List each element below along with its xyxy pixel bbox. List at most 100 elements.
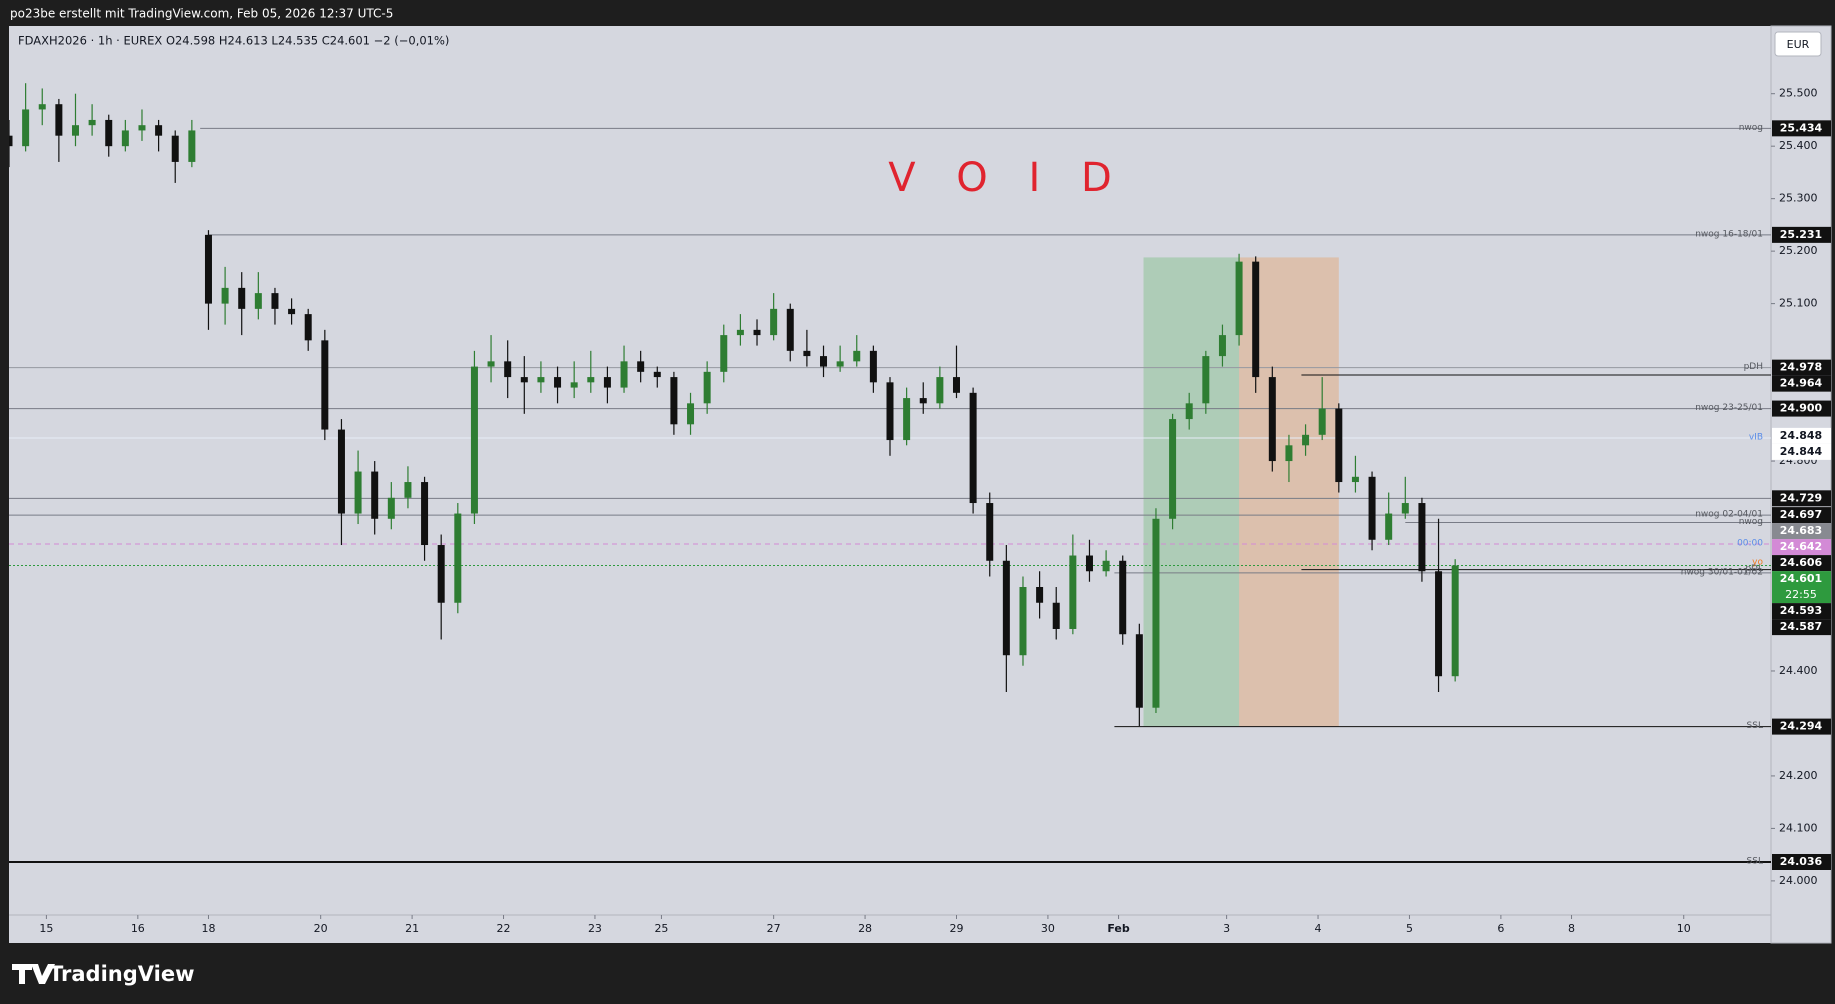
y-tick-label: 25.400 [1779, 139, 1818, 152]
candle-body [853, 350, 861, 362]
candle-body [421, 482, 429, 546]
candle-body [1069, 555, 1077, 629]
price-badge [1772, 507, 1831, 524]
candle-body [337, 429, 345, 514]
candle-body [22, 109, 30, 147]
price-badge-label: 24.683 [1780, 524, 1822, 537]
candle-body [653, 371, 661, 378]
candle-body [603, 377, 611, 388]
price-badge-label: 24.978 [1780, 361, 1822, 374]
candle-body [936, 377, 944, 404]
x-tick-label: 10 [1677, 922, 1691, 935]
candle-body [1152, 518, 1160, 708]
y-tick-label: 24.200 [1779, 769, 1818, 782]
x-tick-label: Feb [1107, 922, 1130, 935]
currency-button[interactable] [1774, 31, 1822, 57]
x-tick-label: 27 [767, 922, 781, 935]
price-badge-label: 24.964 [1780, 377, 1823, 390]
price-badge [1772, 427, 1831, 444]
brand-logo: TradingView [12, 962, 194, 986]
price-badge [1772, 718, 1831, 735]
x-tick-label: 8 [1568, 922, 1575, 935]
candle-body [869, 350, 877, 383]
candle-body [271, 293, 279, 309]
level-text: nwog 23-25/01 [1695, 403, 1763, 413]
price-badge [1772, 619, 1831, 636]
candle-body [1002, 560, 1010, 656]
candle-body [1169, 419, 1177, 519]
candle-body [105, 119, 113, 147]
x-tick-label: 3 [1223, 922, 1230, 935]
price-badge-label: 25.231 [1780, 228, 1822, 241]
level-text: nwog [1739, 123, 1763, 133]
candle-body [1418, 503, 1426, 572]
symbol-legend: FDAXH2026 · 1h · EUREX O24.598 H24.613 L… [18, 34, 449, 48]
price-badge [1772, 375, 1831, 392]
candle-body [371, 471, 379, 519]
candle-body [88, 119, 96, 126]
x-tick-label: 25 [654, 922, 668, 935]
price-badge [1772, 443, 1831, 460]
candle-body [1119, 560, 1127, 635]
price-badge-label: 24.601 [1780, 572, 1822, 585]
y-tick-label: 25.100 [1779, 297, 1818, 310]
candle-body [1335, 408, 1343, 483]
candle-body [587, 377, 595, 383]
x-tick-label: 4 [1315, 922, 1322, 935]
candle-body [404, 482, 412, 498]
level-text: pDH [1744, 362, 1763, 372]
candle-body [803, 350, 811, 357]
level-text: SSL [1747, 856, 1763, 866]
x-tick-label: 6 [1497, 922, 1504, 935]
price-badge [1772, 226, 1831, 243]
level-text: nwog 16-18/01 [1695, 229, 1763, 239]
candle-body [1252, 261, 1260, 378]
annotation: V O I D [888, 155, 1126, 201]
candle-body [687, 403, 695, 425]
candle-body [55, 104, 63, 136]
price-badge [1772, 603, 1831, 620]
candle-body [1102, 560, 1110, 572]
price-badge-label: 24.848 [1780, 429, 1822, 442]
x-tick-label: 18 [201, 922, 215, 935]
y-tick-label: 25.300 [1779, 192, 1818, 205]
candle-body [138, 125, 146, 131]
candle-body [188, 130, 196, 162]
candle-body [736, 329, 744, 336]
candle-body [1285, 445, 1293, 462]
candle-body [155, 125, 163, 136]
level-text: vIB [1749, 432, 1763, 442]
price-badge-label: 24.294 [1780, 720, 1823, 733]
candle-body [1368, 476, 1376, 540]
currency-label[interactable]: EUR [1787, 38, 1810, 51]
candle-body [1202, 356, 1210, 404]
candle-body [786, 308, 794, 351]
x-tick-label: 22 [497, 922, 511, 935]
price-badge-label: 24.729 [1780, 491, 1822, 504]
price-badge [1772, 555, 1831, 572]
candle-body [969, 392, 977, 504]
price-badge-label: 24.036 [1780, 855, 1823, 868]
candle-body [38, 104, 46, 110]
price-badge [1772, 571, 1831, 604]
candle-body [1401, 503, 1409, 514]
candle-body [1302, 434, 1310, 446]
candle-body [886, 382, 894, 441]
price-badge [1772, 523, 1831, 540]
price-badge [1772, 120, 1831, 137]
candle-body [504, 361, 512, 378]
candle-body [487, 361, 495, 367]
level-text: nwog 02-04/01 [1695, 510, 1763, 520]
candle-body [670, 377, 678, 425]
candle-body [71, 125, 79, 136]
candle-body [1451, 565, 1459, 677]
candle-body [1185, 403, 1193, 420]
candle-body [121, 130, 129, 147]
candle-body [1351, 476, 1359, 483]
price-axis [1770, 25, 1832, 944]
y-tick-label: 24.400 [1779, 664, 1818, 677]
header: po23be erstellt mit TradingView.com, Feb… [10, 7, 393, 21]
level-text: nwog [1739, 517, 1763, 527]
